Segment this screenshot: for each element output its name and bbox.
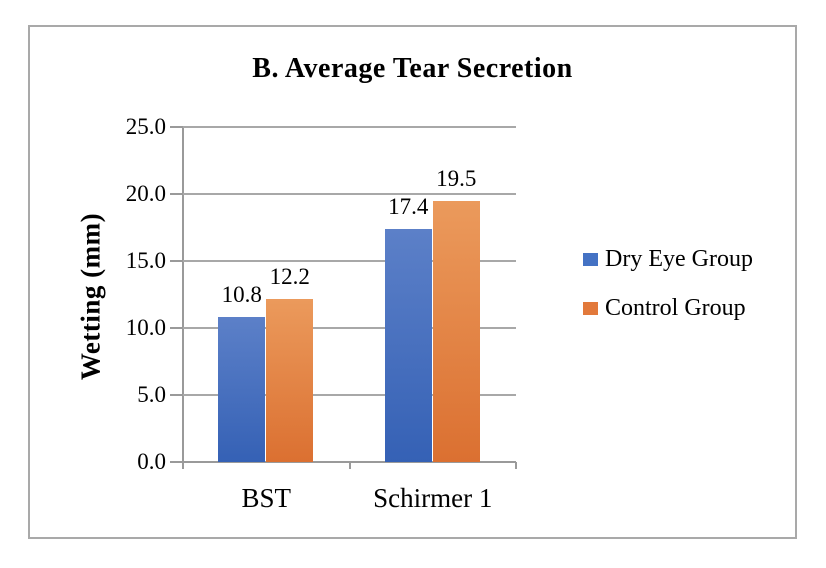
y-axis-tick (170, 461, 183, 463)
bar (432, 200, 480, 462)
gridline (183, 327, 516, 329)
y-axis-tick (170, 193, 183, 195)
legend: Dry Eye Group Control Group (583, 245, 753, 343)
gridline (183, 260, 516, 262)
legend-item: Control Group (583, 294, 753, 322)
y-axis-tick-label: 20.0 (125, 181, 166, 206)
bar (218, 317, 266, 462)
gridline (183, 193, 516, 195)
y-axis-tick-label: 5.0 (137, 382, 166, 407)
x-axis-tick (515, 462, 517, 469)
legend-swatch-icon (583, 301, 598, 315)
y-axis-tick-label: 15.0 (125, 248, 166, 273)
bar-value-label: 12.2 (269, 263, 310, 289)
bar-value-label: 19.5 (436, 165, 477, 191)
legend-swatch-icon (583, 252, 598, 266)
plot-area: 10.8 12.2 17.4 19.5 (183, 126, 516, 463)
legend-label: Dry Eye Group (605, 245, 753, 272)
x-axis-tick (348, 462, 351, 469)
legend-item: Dry Eye Group (583, 245, 753, 273)
bar-value-label: 10.8 (221, 282, 262, 308)
x-axis-label: BST (241, 483, 292, 513)
x-axis-tick (182, 462, 184, 469)
gridline (183, 394, 516, 396)
bar (384, 228, 432, 462)
y-axis-tick (170, 260, 183, 262)
y-axis-tick-label: 10.0 (125, 315, 166, 340)
y-axis-line (182, 127, 184, 469)
bar-value-label: 17.4 (388, 193, 429, 219)
gridline (183, 126, 516, 128)
x-axis-label: Schirmer 1 (373, 483, 493, 513)
y-axis-tick-label: 0.0 (137, 449, 166, 474)
y-axis-tick (170, 394, 183, 396)
bar (266, 298, 314, 462)
chart-title: B. Average Tear Secretion (252, 53, 573, 84)
y-axis-tick-label: 25.0 (125, 114, 166, 139)
y-axis-tick (170, 126, 183, 128)
legend-label: Control Group (605, 294, 746, 321)
y-axis-tick (170, 327, 183, 329)
